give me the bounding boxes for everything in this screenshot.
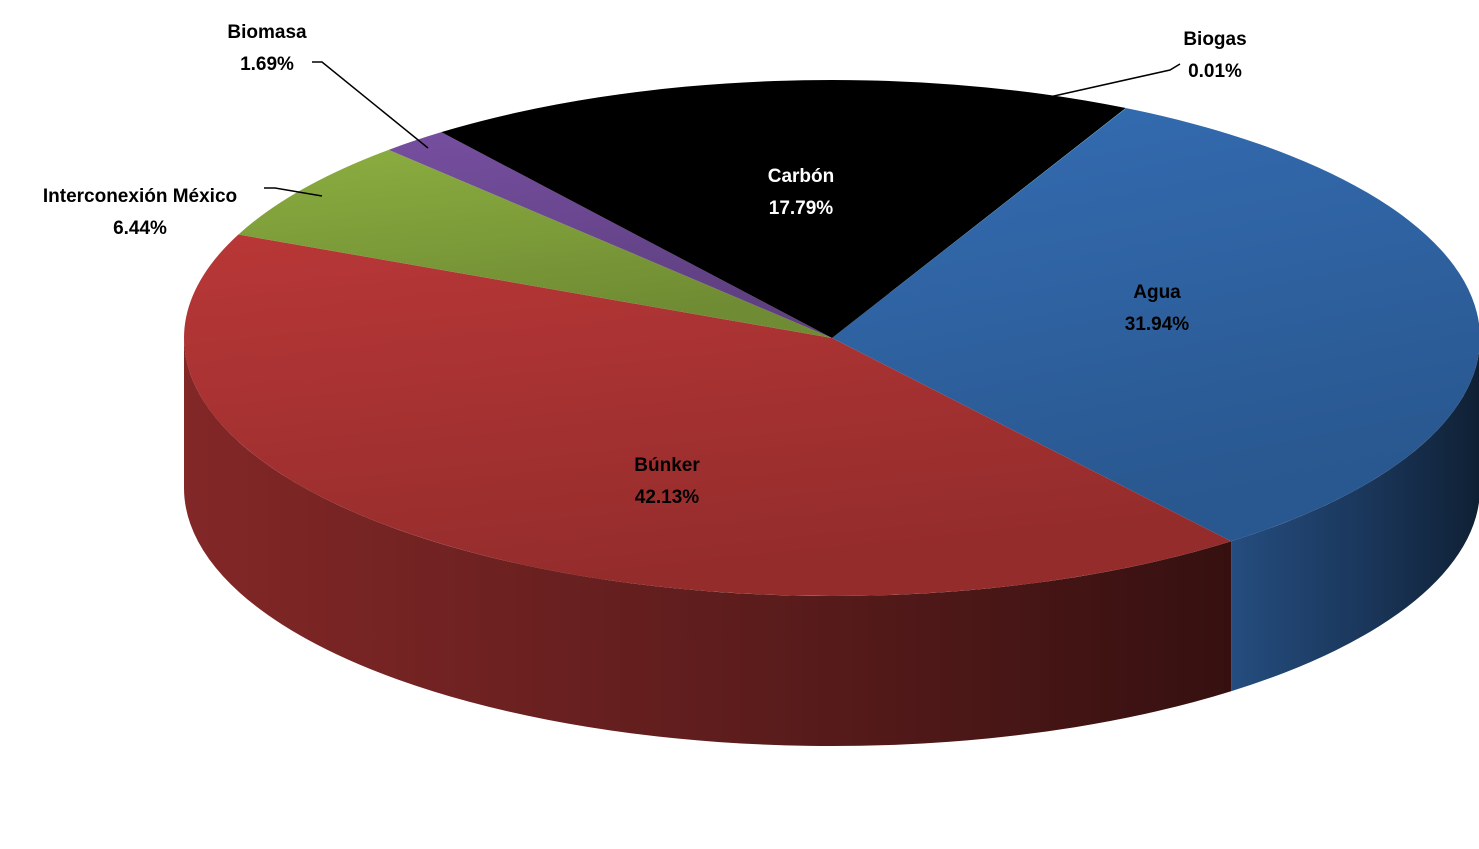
slice-label-carbon: Carbón	[768, 166, 835, 187]
slice-side-agua	[1231, 351, 1479, 692]
slice-label-interconexion-mexico: Interconexión México	[43, 186, 237, 207]
slice-bunker	[184, 234, 1232, 596]
slice-agua	[832, 108, 1479, 542]
slice-label-biogas: Biogas	[1183, 29, 1246, 50]
slice-value-interconexion-mexico: 6.44%	[113, 218, 167, 239]
slice-value-carbon: 17.79%	[769, 198, 834, 219]
slice-label-agua: Agua	[1133, 282, 1181, 303]
slice-value-agua: 31.94%	[1125, 314, 1190, 335]
slice-labels: Agua 31.94% Búnker 42.13% Interconexión Méxi…	[43, 22, 1247, 508]
slice-carbon	[441, 79, 1126, 339]
slice-interconexion-mexico	[238, 149, 833, 338]
slice-label-bunker: Búnker	[634, 455, 700, 476]
slice-side-bunker	[184, 338, 1232, 746]
slice-value-bunker: 42.13%	[635, 487, 700, 508]
pie-sides	[184, 338, 1479, 746]
leader-line-interconexion-mexico	[264, 187, 323, 197]
pie-top	[184, 79, 1479, 596]
slice-biogas	[832, 108, 1127, 338]
leader-lines	[264, 61, 1181, 197]
slice-biomasa	[388, 132, 832, 338]
slice-value-biogas: 0.01%	[1188, 61, 1242, 82]
leader-line-biomasa	[312, 61, 429, 149]
slice-value-biomasa: 1.69%	[240, 54, 294, 75]
leader-line-biogas	[1044, 63, 1181, 99]
slice-label-biomasa: Biomasa	[227, 22, 307, 43]
